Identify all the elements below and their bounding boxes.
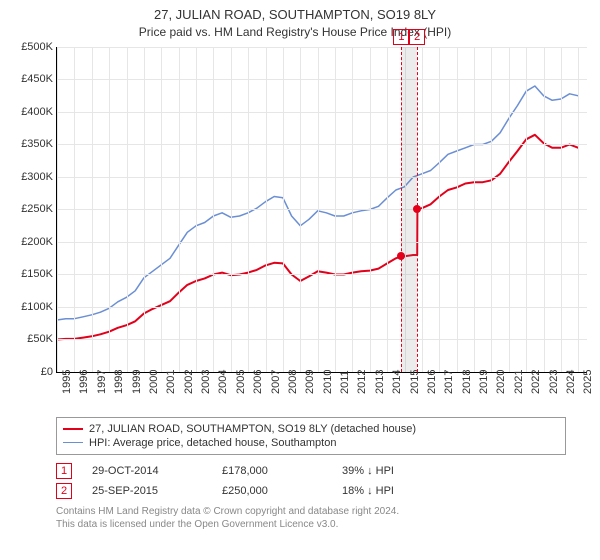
- transaction-row: 2 25-SEP-2015 £250,000 18% ↓ HPI: [56, 481, 566, 501]
- transaction-date: 29-OCT-2014: [92, 465, 202, 477]
- x-axis-label: 2023: [548, 370, 560, 394]
- x-axis-label: 2008: [287, 370, 299, 394]
- x-axis-label: 2006: [252, 370, 264, 394]
- x-axis-label: 2018: [461, 370, 473, 394]
- callout-marker: 2: [409, 29, 425, 45]
- x-axis-label: 2003: [200, 370, 212, 394]
- transaction-delta: 18% ↓ HPI: [342, 485, 394, 497]
- chart-plot-area: £0£50K£100K£150K£200K£250K£300K£350K£400…: [56, 47, 587, 373]
- legend-box: 27, JULIAN ROAD, SOUTHAMPTON, SO19 8LY (…: [56, 417, 566, 455]
- x-axis-label: 2011: [339, 370, 351, 394]
- x-axis-label: 2002: [183, 370, 195, 394]
- x-axis-label: 2015: [409, 370, 421, 394]
- y-axis-label: £500K: [9, 41, 53, 53]
- footer-line1: Contains HM Land Registry data © Crown c…: [56, 505, 584, 518]
- x-axis-label: 1998: [113, 370, 125, 394]
- y-axis-label: £400K: [9, 106, 53, 118]
- title-line1: 27, JULIAN ROAD, SOUTHAMPTON, SO19 8LY: [6, 6, 584, 24]
- x-axis-label: 2004: [217, 370, 229, 394]
- transaction-row: 1 29-OCT-2014 £178,000 39% ↓ HPI: [56, 461, 566, 481]
- y-axis-label: £0: [9, 366, 53, 378]
- transaction-number: 2: [56, 483, 72, 499]
- y-axis-label: £350K: [9, 138, 53, 150]
- x-axis-label: 1999: [131, 370, 143, 394]
- x-axis-label: 2001: [165, 370, 177, 394]
- x-axis-label: 2014: [391, 370, 403, 394]
- x-axis-label: 2000: [148, 370, 160, 394]
- legend-label: HPI: Average price, detached house, Sout…: [89, 437, 336, 449]
- x-axis-label: 2017: [443, 370, 455, 394]
- transaction-delta: 39% ↓ HPI: [342, 465, 394, 477]
- x-axis-label: 2016: [426, 370, 438, 394]
- y-axis-label: £100K: [9, 301, 53, 313]
- legend-item: HPI: Average price, detached house, Sout…: [63, 436, 559, 450]
- y-axis-label: £50K: [9, 333, 53, 345]
- legend-swatch: [63, 442, 83, 443]
- x-axis-label: 2019: [478, 370, 490, 394]
- footer-line2: This data is licensed under the Open Gov…: [56, 518, 584, 531]
- data-point-marker: [413, 205, 421, 213]
- legend-swatch: [63, 428, 83, 430]
- title-line2: Price paid vs. HM Land Registry's House …: [6, 24, 584, 41]
- x-axis-label: 2022: [530, 370, 542, 394]
- transaction-number: 1: [56, 463, 72, 479]
- x-axis-label: 2024: [565, 370, 577, 394]
- x-axis-label: 2005: [235, 370, 247, 394]
- x-axis-label: 1996: [78, 370, 90, 394]
- transaction-date: 25-SEP-2015: [92, 485, 202, 497]
- x-axis-label: 2020: [495, 370, 507, 394]
- x-axis-label: 2013: [374, 370, 386, 394]
- transactions-table: 1 29-OCT-2014 £178,000 39% ↓ HPI 2 25-SEP-201…: [56, 461, 566, 501]
- x-axis-label: 2007: [270, 370, 282, 394]
- x-axis-label: 2021: [513, 370, 525, 394]
- footer-note: Contains HM Land Registry data © Crown c…: [56, 505, 584, 531]
- y-axis-label: £450K: [9, 73, 53, 85]
- y-axis-label: £300K: [9, 171, 53, 183]
- x-axis-label: 2012: [356, 370, 368, 394]
- chart-titles: 27, JULIAN ROAD, SOUTHAMPTON, SO19 8LY P…: [6, 6, 584, 41]
- x-axis-label: 1997: [96, 370, 108, 394]
- x-axis-label: 2009: [304, 370, 316, 394]
- x-axis-label: 2010: [322, 370, 334, 394]
- transaction-price: £250,000: [222, 485, 322, 497]
- transaction-vline: [401, 47, 402, 372]
- transaction-price: £178,000: [222, 465, 322, 477]
- data-point-marker: [397, 252, 405, 260]
- y-axis-label: £250K: [9, 203, 53, 215]
- legend-label: 27, JULIAN ROAD, SOUTHAMPTON, SO19 8LY (…: [89, 423, 416, 435]
- callout-marker: 1: [393, 29, 409, 45]
- x-axis-label: 2025: [582, 370, 594, 394]
- x-axis-label: 1995: [61, 370, 73, 394]
- legend-item: 27, JULIAN ROAD, SOUTHAMPTON, SO19 8LY (…: [63, 422, 559, 436]
- y-axis-label: £150K: [9, 268, 53, 280]
- y-axis-label: £200K: [9, 236, 53, 248]
